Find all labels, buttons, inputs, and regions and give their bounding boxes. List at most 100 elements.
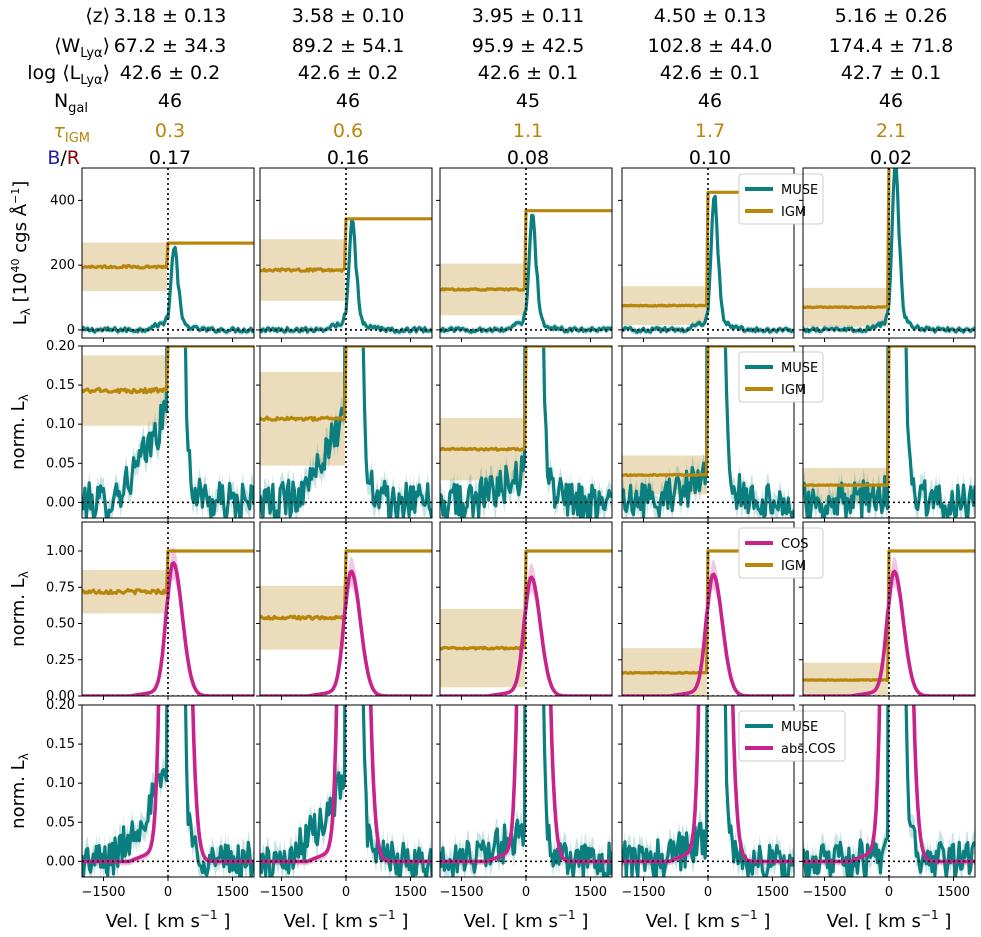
legend-label: abs.COS <box>781 742 836 757</box>
y-axis-label: norm. Lλ <box>8 753 31 829</box>
label-text: ⟨z⟩ <box>85 5 110 27</box>
panel-r3-c1: −1500 0 1500 <box>256 704 433 900</box>
panel-plot-area <box>803 705 975 877</box>
igm-series-line <box>440 346 612 452</box>
y-tick-label: 0.25 <box>46 653 75 668</box>
cos-series-line <box>82 705 254 864</box>
header-w-value: 67.2 ± 34.3 <box>114 35 227 57</box>
ylabel-sub: λ <box>17 571 31 578</box>
panel-r2-c1 <box>256 521 433 700</box>
panel-plot-area <box>622 346 794 518</box>
header-n-value: 46 <box>158 90 182 112</box>
header-l-value: 42.6 ± 0.1 <box>478 62 579 84</box>
x-axis-label: Vel. [ km s−1 ] <box>827 908 952 932</box>
panel-plot-area <box>622 168 794 338</box>
muse-series-line <box>622 346 794 518</box>
x-tick-label: 0 <box>164 885 172 900</box>
muse-series-line <box>82 346 254 518</box>
xlabel-text: Vel. [ km s <box>646 911 740 932</box>
label-text: ⟩ <box>103 35 110 57</box>
cos-series-line <box>260 705 432 864</box>
panel-plot-area <box>82 522 254 696</box>
y-tick-label: 0.05 <box>46 815 75 830</box>
header-tau-value: 0.6 <box>333 120 363 142</box>
y-tick-label: 0 <box>67 323 75 338</box>
panel-r2-c3: COS IGM <box>618 521 824 700</box>
header-l-value: 42.6 ± 0.1 <box>660 62 761 84</box>
panel-grid: 0 200 400 MUSE IGM 0.00 0.05 0.10 0.15 0.20 MUSE IG… <box>46 167 976 900</box>
x-tick-label: 1500 <box>216 885 249 900</box>
muse-series-line <box>260 705 432 877</box>
muse-series-line <box>622 705 794 877</box>
header-label-br: B/R <box>47 147 80 169</box>
muse-uncertainty-band <box>440 346 612 518</box>
panel-plot-area <box>82 705 254 877</box>
x-axis-label: Vel. [ km s−1 ] <box>464 908 589 932</box>
panel-r3-c4: −1500 0 1500 <box>799 704 976 900</box>
xlabel-text: Vel. [ km s <box>464 911 558 932</box>
header-l-value: 42.7 ± 0.1 <box>841 62 942 84</box>
ylabel-text: norm. L <box>8 760 29 829</box>
panel-r2-c4 <box>799 521 976 700</box>
label-sub: IGM <box>65 131 90 146</box>
muse-series-line <box>82 705 254 877</box>
panel-r0-c1 <box>256 167 433 342</box>
legend-label: MUSE <box>781 720 818 735</box>
y-tick-label: 200 <box>50 258 75 273</box>
panel-plot-area <box>260 705 432 877</box>
x-tick-label: 0 <box>704 885 712 900</box>
y-tick-label: 400 <box>50 193 75 208</box>
igm-series-line <box>803 168 891 310</box>
header-l-value: 42.6 ± 0.2 <box>120 62 221 84</box>
header-z-value: 3.58 ± 0.10 <box>292 5 405 27</box>
header-tau-value: 2.1 <box>876 120 906 142</box>
xlabel-sup: −1 <box>200 908 218 922</box>
header-tau-value: 0.3 <box>155 120 185 142</box>
legend-label: MUSE <box>781 183 818 198</box>
header-n-value: 46 <box>879 90 903 112</box>
ylabel-text: norm. L <box>8 578 29 647</box>
header-br-value: 0.17 <box>149 147 191 169</box>
y-tick-label: 0.75 <box>46 580 75 595</box>
header-z-value: 4.50 ± 0.13 <box>654 5 767 27</box>
x-tick-label: 1500 <box>574 885 607 900</box>
y-tick-label: 0.10 <box>46 417 75 432</box>
header-tau-value: 1.7 <box>695 120 725 142</box>
ylabel-text: [10 <box>10 272 31 308</box>
muse-series-line <box>260 346 432 518</box>
y-tick-label: 0.00 <box>46 854 75 869</box>
y-axis-label: norm. Lλ <box>8 394 31 470</box>
header-w-value: 174.4 ± 71.8 <box>829 35 954 57</box>
cos-series-line <box>803 705 975 864</box>
header-br-value: 0.16 <box>327 147 369 169</box>
ylabel-sub: λ <box>17 753 31 760</box>
y-tick-label: 0.00 <box>46 495 75 510</box>
label-text: log ⟨L <box>27 62 80 84</box>
panel-r1-c1 <box>256 345 433 522</box>
header-n-value: 45 <box>516 90 540 112</box>
x-axis-label: Vel. [ km s−1 ] <box>106 908 231 932</box>
panel-r3-c2: −1500 0 1500 <box>436 704 613 900</box>
header-z-value: 3.18 ± 0.13 <box>114 5 227 27</box>
header-w-value: 89.2 ± 54.1 <box>292 35 405 57</box>
y-tick-label: 0.05 <box>46 456 75 471</box>
panel-r1-c4 <box>799 345 976 522</box>
panel-plot-area <box>260 522 432 696</box>
xlabel-close: ] <box>576 911 589 932</box>
panel-plot-area <box>622 705 794 877</box>
ylabel-text: cgs Å <box>9 203 31 258</box>
panel-r0-c3: MUSE IGM <box>618 167 824 342</box>
header-l-value: 42.6 ± 0.2 <box>298 62 399 84</box>
y-tick-label: 0.20 <box>46 698 75 713</box>
panel-r2-c2 <box>436 521 613 700</box>
label-b: B <box>47 147 60 169</box>
cos-series-line <box>440 705 612 864</box>
panel-r0-c2 <box>436 167 613 342</box>
legend-label: IGM <box>781 559 806 574</box>
header-label-n: Ngal <box>54 90 88 116</box>
muse-uncertainty-band <box>260 705 432 877</box>
ylabel-text: norm. L <box>8 401 29 470</box>
panel-plot-area <box>803 522 975 696</box>
legend-label: COS <box>781 537 809 552</box>
